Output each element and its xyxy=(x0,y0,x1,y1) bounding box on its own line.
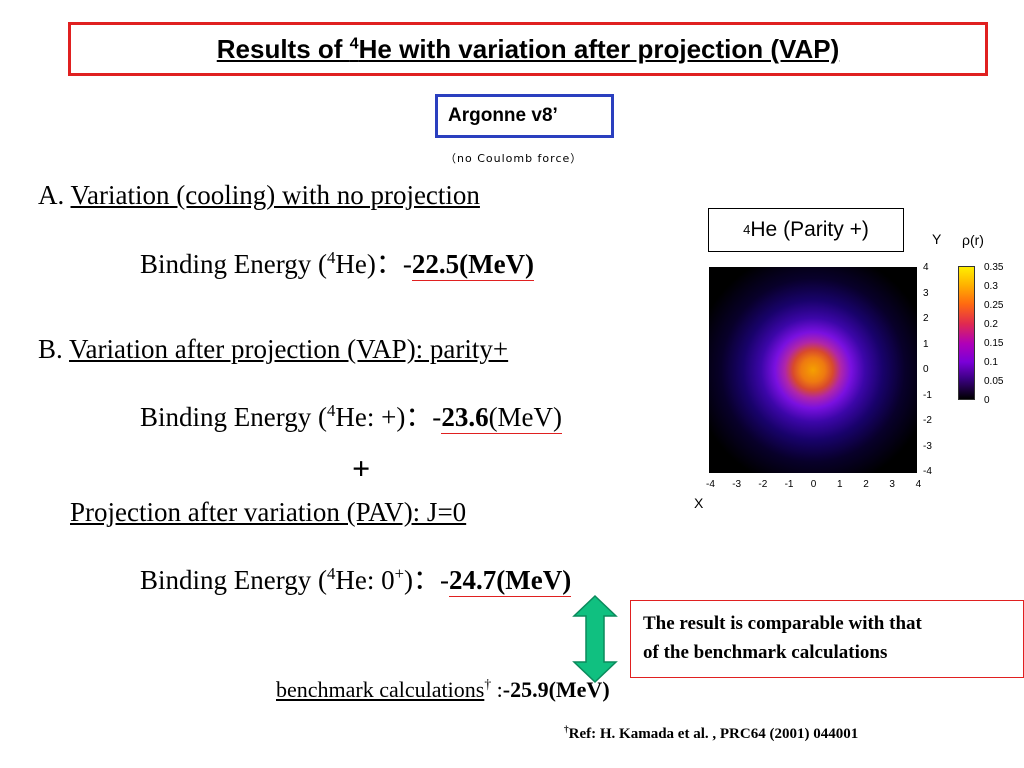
be-sup-parity: + xyxy=(394,564,405,583)
be-sup: 4 xyxy=(326,564,336,583)
colorbar-tick-label: 0.05 xyxy=(984,376,1004,387)
slide-title: Results of 4He with variation after proj… xyxy=(217,34,839,65)
potential-box: Argonne v8’ xyxy=(435,94,614,138)
section-b-title: Variation after projection (VAP): parity… xyxy=(69,334,509,364)
benchmark-dagger: † xyxy=(484,676,492,692)
be-value: 22.5(MeV) xyxy=(411,249,535,281)
benchmark-value: -25.9(MeV) xyxy=(502,677,610,702)
x-tick-label: 4 xyxy=(915,479,922,490)
x-tick-label: 3 xyxy=(889,479,895,490)
colorbar-tick-label: 0.35 xyxy=(984,262,1004,273)
section-b-binding-energy: Binding Energy (4He: +)：-23.6(MeV) xyxy=(140,395,563,434)
colorbar-tick-label: 0.15 xyxy=(984,338,1004,349)
title-box: Results of 4He with variation after proj… xyxy=(68,22,988,76)
section-a-binding-energy: Binding Energy (4He)：-22.5(MeV) xyxy=(140,242,535,281)
benchmark-label: benchmark calculations xyxy=(276,677,485,702)
potential-mark: ’ xyxy=(552,105,558,126)
title-superscript: 4 xyxy=(349,33,359,52)
title-prefix: Results of xyxy=(216,33,350,64)
y-tick-label: 2 xyxy=(923,313,929,324)
title-suffix: He with variation after projection (VAP) xyxy=(358,33,840,64)
be-prefix: Binding Energy ( xyxy=(140,565,327,595)
plot-label-box: 4 He (Parity +) xyxy=(708,208,904,252)
section-b-heading: B. Variation after projection (VAP): par… xyxy=(38,334,508,365)
x-tick-label: 2 xyxy=(863,479,869,490)
section-a-title: Variation (cooling) with no projection xyxy=(70,180,480,210)
y-tick-label: 0 xyxy=(923,364,929,375)
colorbar-tick-label: 0.3 xyxy=(984,281,998,292)
be-prefix: Binding Energy ( xyxy=(140,249,327,279)
comparison-box: The result is comparable with that of th… xyxy=(630,600,1024,678)
be-sup: 4 xyxy=(326,248,336,267)
x-tick-label: -2 xyxy=(758,479,768,490)
pav-title: Projection after variation (PAV): J=0 xyxy=(70,497,467,527)
section-a-heading: A. Variation (cooling) with no projectio… xyxy=(38,180,480,211)
x-tick-label: -1 xyxy=(784,479,794,490)
be-sep: ：- xyxy=(375,249,412,279)
plot-label: He (Parity +) xyxy=(750,218,869,241)
x-tick-label: -3 xyxy=(732,479,742,490)
be-nucleus: He: +) xyxy=(335,402,406,432)
pav-heading: Projection after variation (PAV): J=0 xyxy=(70,497,466,528)
y-tick-label: -1 xyxy=(923,389,932,401)
colorbar-tick-label: 0.2 xyxy=(984,319,998,330)
benchmark-sep: : xyxy=(491,677,503,702)
section-a-label: A. xyxy=(38,180,65,210)
y-axis-label: Y xyxy=(932,231,942,247)
colorbar-tick-label: 0.25 xyxy=(984,300,1004,311)
reference-dagger: † xyxy=(564,725,569,735)
coulomb-note: （no Coulomb force） xyxy=(445,152,583,165)
y-tick-label: -4 xyxy=(923,466,932,477)
comparison-line-2: of the benchmark calculations xyxy=(643,642,888,663)
be-close: ) xyxy=(404,565,414,595)
plus-sign: + xyxy=(352,450,371,486)
comparison-line-1: The result is comparable with that xyxy=(643,613,922,634)
be-unit: (MeV) xyxy=(488,402,563,432)
be-value: 24.7(MeV) xyxy=(449,565,572,597)
colorbar-label: ρ(r) xyxy=(962,232,984,248)
x-tick-label: 1 xyxy=(837,479,843,490)
y-tick-label: 3 xyxy=(923,287,929,299)
be-nucleus: He: 0 xyxy=(335,565,395,595)
potential-name: Argonne v8 xyxy=(448,105,553,126)
y-tick-label: 1 xyxy=(923,338,929,350)
colorbar xyxy=(958,266,975,400)
x-axis-label: X xyxy=(694,495,704,511)
x-tick-label: 0 xyxy=(810,479,817,490)
be-sep: ：- xyxy=(413,565,450,595)
y-tick-label: -2 xyxy=(923,415,932,426)
reference-text: Ref: H. Kamada et al. , PRC64 (2001) 044… xyxy=(568,726,859,742)
colorbar-tick-label: 0.1 xyxy=(984,357,998,368)
pav-binding-energy: Binding Energy (4He: 0+)：-24.7(MeV) xyxy=(140,558,572,597)
be-value: 23.6 xyxy=(441,402,489,432)
be-sup: 4 xyxy=(326,401,336,420)
density-heatmap xyxy=(709,267,917,473)
section-b-label: B. xyxy=(38,334,63,364)
y-tick-label: 4 xyxy=(923,262,929,273)
be-nucleus: He) xyxy=(335,249,376,279)
y-tick-label: -3 xyxy=(923,440,932,452)
reference: †Ref: H. Kamada et al. , PRC64 (2001) 04… xyxy=(564,725,859,743)
colorbar-tick-label: 0 xyxy=(984,395,990,406)
double-arrow-icon xyxy=(572,594,618,684)
benchmark-line: benchmark calculations† :-25.9(MeV) xyxy=(276,677,610,703)
x-tick-label: -4 xyxy=(706,479,715,490)
be-sep: ：- xyxy=(405,402,442,432)
be-prefix: Binding Energy ( xyxy=(140,402,327,432)
